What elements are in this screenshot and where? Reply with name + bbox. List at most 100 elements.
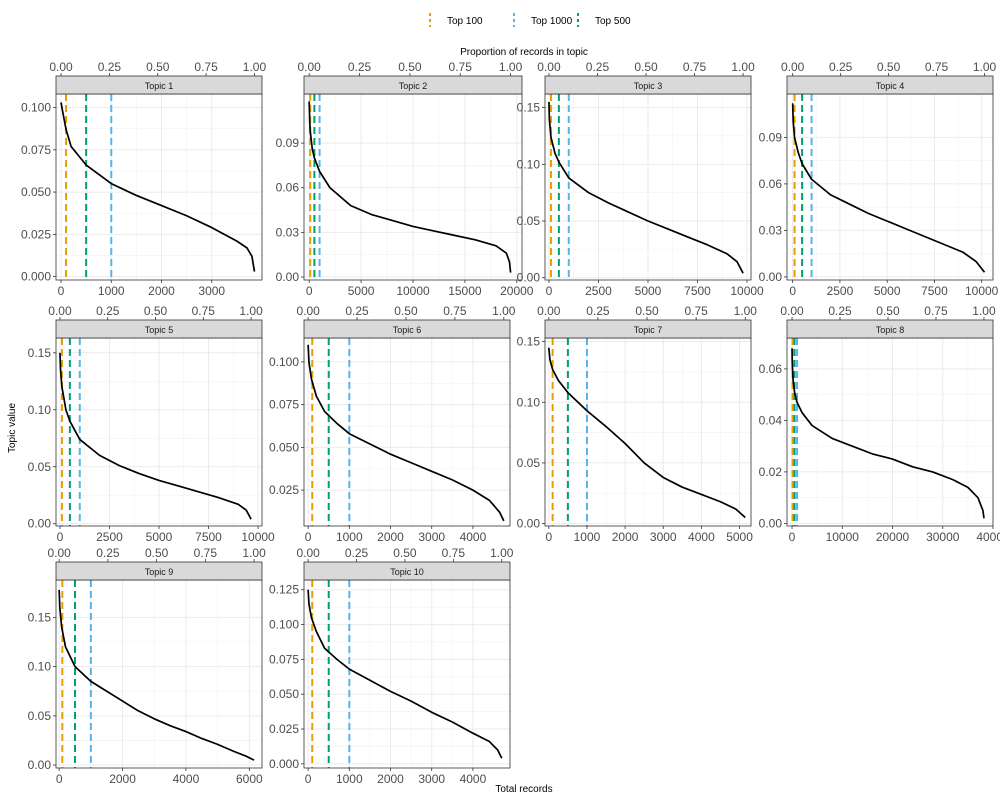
- facet-panel: Topic 9 0 2000 4000 6000 0.00 0.25 0.50 0.75 1.00…: [28, 546, 266, 786]
- topic-value-curve: [548, 101, 744, 274]
- y-tick-label: 0.06: [759, 177, 783, 191]
- x-tick-label: 3000: [418, 772, 445, 786]
- legend-label-0: Top 100: [447, 16, 483, 27]
- x-tick-label: 20000: [500, 284, 534, 298]
- y-tick-label: 0.050: [269, 440, 299, 454]
- x-tick-label: 0: [545, 530, 552, 544]
- panel-background: [304, 338, 510, 526]
- top-tick-label: 0.50: [394, 304, 418, 318]
- x-tick-label: 4000: [460, 772, 487, 786]
- top-tick-label: 1.00: [239, 304, 263, 318]
- x-tick-label: 10000: [396, 284, 430, 298]
- y-tick-label: 0.09: [759, 130, 783, 144]
- facet-strip: [55, 561, 263, 581]
- facet-strip: [303, 561, 511, 581]
- x-tick-label: 2000: [377, 530, 404, 544]
- x-tick-label: 10000: [730, 284, 764, 298]
- facet-panel: Topic 4 0 2500 5000 7500 10000 0.00 0.25 0.50 0.7…: [759, 60, 999, 298]
- y-tick-label: 0.000: [269, 757, 299, 771]
- y-tick-label: 0.10: [517, 395, 541, 409]
- facet-panel: Topic 1 0 1000 2000 3000 0.00 0.25 0.50 0.75 1.00…: [21, 60, 266, 298]
- top-tick-label: 0.25: [586, 304, 610, 318]
- y-tick-label: 0.10: [28, 403, 52, 417]
- y-tick-label: 0.04: [759, 413, 783, 427]
- top-tick-label: 1.00: [499, 60, 523, 74]
- x-tick-label: 1000: [574, 530, 601, 544]
- x-tick-label: 0: [546, 284, 553, 298]
- x-tick-label: 3000: [650, 530, 677, 544]
- y-tick-label: 0.075: [269, 652, 299, 666]
- x-tick-label: 0: [56, 772, 63, 786]
- y-tick-label: 0.03: [276, 225, 300, 239]
- x-tick-label: 0: [57, 530, 64, 544]
- facet-strip: [303, 319, 511, 339]
- legend-label-1: Top 1000: [531, 16, 573, 27]
- top-tick-label: 0.50: [876, 304, 900, 318]
- topic-value-curve: [791, 103, 986, 273]
- x-tick-label: 7500: [921, 284, 948, 298]
- x-tick-label: 0: [789, 530, 796, 544]
- top-tick-label: 0.75: [192, 304, 216, 318]
- top-tick-label: 0.25: [348, 60, 372, 74]
- x-tick-label: 10000: [241, 530, 275, 544]
- top-tick-label: 1.00: [731, 60, 755, 74]
- topic-value-curve: [547, 347, 746, 519]
- top-tick-label: 1.00: [734, 304, 758, 318]
- top-tick-label: 0.75: [194, 546, 218, 560]
- x-tick-label: 2000: [148, 284, 175, 298]
- facet-panel: Topic 2 0 5000 10000 15000 20000 0.00 0.25 0.50 0…: [276, 60, 534, 298]
- top-tick-label: 1.00: [243, 60, 267, 74]
- top-tick-label: 0.00: [298, 60, 322, 74]
- y-tick-label: 0.075: [21, 143, 51, 157]
- y-tick-label: 0.00: [517, 271, 541, 285]
- top-tick-label: 0.50: [877, 60, 901, 74]
- y-tick-label: 0.100: [21, 101, 51, 115]
- top-tick-label: 0.25: [345, 304, 369, 318]
- facet-strip-label: Topic 3: [634, 81, 663, 91]
- facet-strip-label: Topic 7: [634, 325, 663, 335]
- x-tick-label: 5000: [726, 530, 753, 544]
- panel-background: [56, 580, 262, 768]
- facet-strip-label: Topic 6: [393, 325, 422, 335]
- facet-panel: Topic 6 0 1000 2000 3000 4000 0.00 0.25 0.50 0.75…: [269, 304, 516, 544]
- top-tick-label: 0.50: [393, 546, 417, 560]
- y-tick-label: 0.100: [269, 355, 299, 369]
- y-tick-label: 0.03: [759, 223, 783, 237]
- panel-background: [304, 580, 510, 768]
- top-tick-label: 0.25: [96, 304, 120, 318]
- x-tick-label: 30000: [926, 530, 960, 544]
- x-tick-label: 3000: [198, 284, 225, 298]
- facet-strip-label: Topic 5: [145, 325, 174, 335]
- top-tick-label: 1.00: [492, 304, 516, 318]
- bottom-axis-title: Total records: [495, 784, 552, 795]
- y-tick-label: 0.02: [759, 465, 783, 479]
- x-tick-label: 5000: [146, 530, 173, 544]
- y-tick-label: 0.125: [269, 583, 299, 597]
- topic-value-curve: [308, 101, 512, 273]
- y-tick-label: 0.00: [276, 270, 300, 284]
- top-tick-label: 0.25: [345, 546, 369, 560]
- top-tick-label: 0.75: [683, 60, 707, 74]
- x-tick-label: 0: [305, 530, 312, 544]
- top-tick-label: 0.75: [684, 304, 708, 318]
- top-tick-label: 0.50: [634, 60, 658, 74]
- top-tick-label: 1.00: [972, 304, 996, 318]
- topic-value-curve: [58, 589, 255, 761]
- y-tick-label: 0.050: [21, 185, 51, 199]
- facet-strip: [786, 319, 994, 339]
- topic-value-curve: [59, 352, 252, 520]
- top-tick-label: 0.75: [925, 60, 949, 74]
- x-tick-label: 1000: [336, 530, 363, 544]
- facet-strip-label: Topic 10: [390, 567, 424, 577]
- topic-value-curve: [307, 589, 503, 759]
- y-tick-label: 0.075: [269, 398, 299, 412]
- top-tick-label: 1.00: [242, 546, 266, 560]
- y-tick-label: 0.00: [28, 758, 52, 772]
- topic-value-curve: [791, 348, 985, 519]
- x-tick-label: 15000: [448, 284, 482, 298]
- x-tick-label: 5000: [874, 284, 901, 298]
- facet-strip-label: Topic 1: [145, 81, 174, 91]
